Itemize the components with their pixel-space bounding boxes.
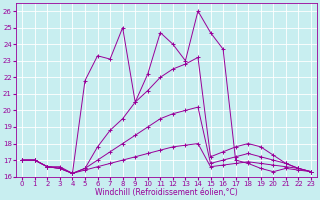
X-axis label: Windchill (Refroidissement éolien,°C): Windchill (Refroidissement éolien,°C) [95,188,238,197]
